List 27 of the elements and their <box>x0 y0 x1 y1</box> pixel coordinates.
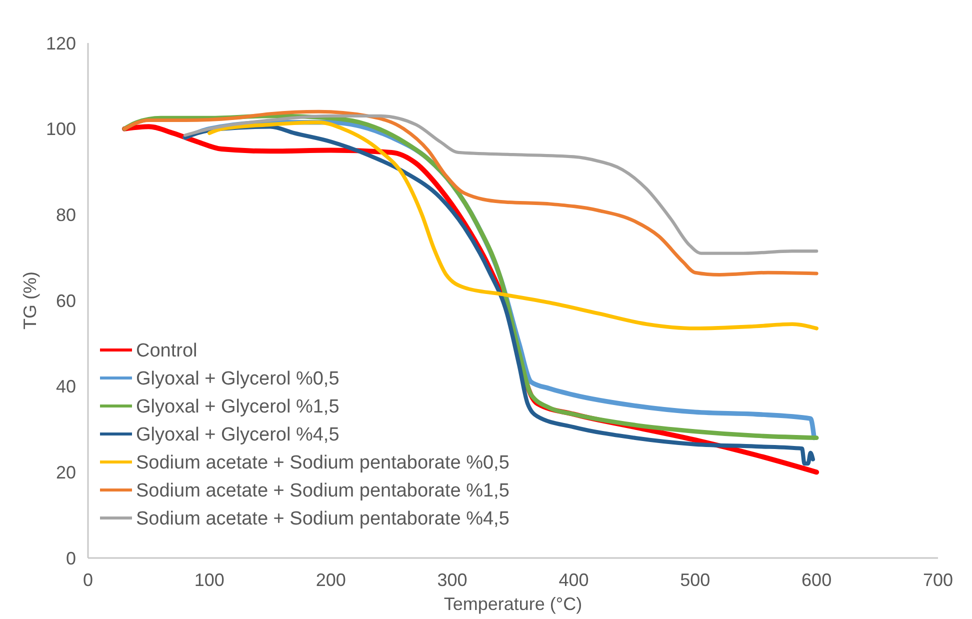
x-axis-title: Temperature (°C) <box>444 594 582 614</box>
legend-label: Sodium acetate + Sodium pentaborate %4,5 <box>136 508 510 530</box>
x-tick-label: 700 <box>922 570 954 590</box>
legend-label: Sodium acetate + Sodium pentaborate %0,5 <box>136 452 510 474</box>
x-tick-label: 0 <box>82 570 94 590</box>
x-tick-label: 300 <box>437 570 468 590</box>
line-series <box>122 110 818 276</box>
x-tick-label: 600 <box>802 570 832 590</box>
legend-label: Control <box>136 340 198 362</box>
y-tick-label: 80 <box>56 204 76 225</box>
line-series <box>184 114 818 255</box>
y-tick-label: 0 <box>66 548 76 568</box>
x-tick-label: 200 <box>316 570 346 590</box>
line-series <box>208 120 818 330</box>
legend-label: Glyoxal + Glycerol %4,5 <box>136 424 340 446</box>
x-tick-label: 400 <box>558 570 589 590</box>
legend-label: Glyoxal + Glycerol %0,5 <box>136 368 340 390</box>
x-tick-label: 100 <box>194 570 224 590</box>
y-tick-label: 40 <box>56 376 76 397</box>
x-tick-label: 500 <box>680 570 710 590</box>
y-tick-label: 60 <box>56 290 76 311</box>
y-tick-label: 20 <box>56 462 76 482</box>
legend-label: Sodium acetate + Sodium pentaborate %1,5 <box>136 480 510 502</box>
legend-label: Glyoxal + Glycerol %1,5 <box>136 396 340 418</box>
y-tick-label: 120 <box>46 33 76 54</box>
y-axis-title: TG (%) <box>20 272 40 330</box>
y-tick-label: 100 <box>46 119 76 140</box>
